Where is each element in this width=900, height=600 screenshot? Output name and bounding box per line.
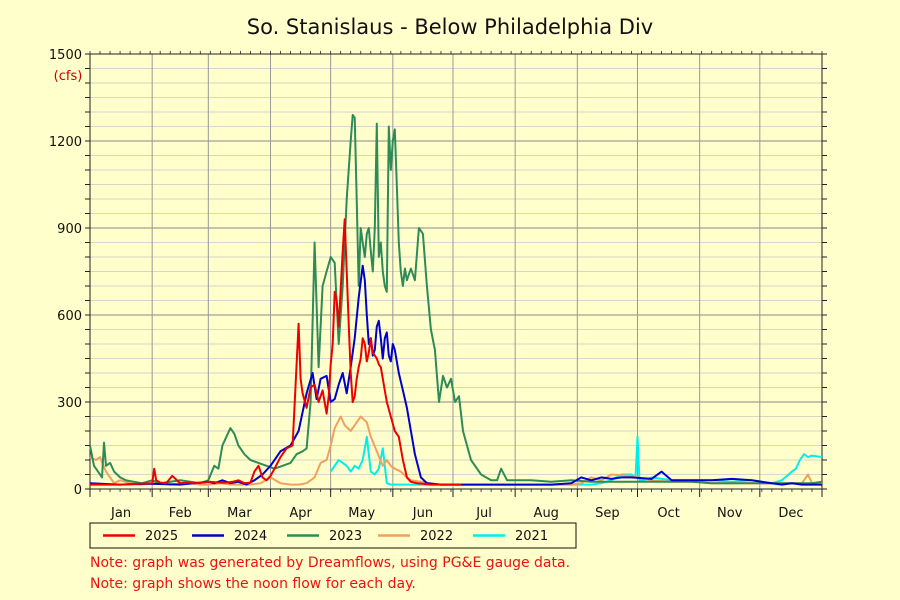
legend-label-2023: 2023 (329, 529, 362, 544)
note-noon-flow: Note: graph shows the noon flow for each… (90, 576, 416, 592)
series-line-2025 (90, 218, 461, 486)
y-tick-label: 0 (74, 483, 82, 498)
legend-label-2022: 2022 (420, 529, 453, 544)
legend-label-2021: 2021 (515, 529, 548, 544)
legend-label-2024: 2024 (234, 529, 267, 544)
series-line-2021 (329, 435, 823, 486)
y-tick-label: 600 (57, 309, 82, 324)
y-tick-label: 1200 (49, 135, 82, 150)
axes: 0 300 600 900 1200 1500 Jan Feb Mar Apr May Jun Jul A… (49, 48, 827, 521)
series-line-2023 (89, 113, 823, 485)
y-tick-label: 300 (57, 396, 82, 411)
series-line-2024 (89, 264, 822, 486)
x-tick-label: Dec (778, 506, 803, 521)
x-tick-label: Feb (169, 506, 192, 521)
x-tick-label: Oct (657, 506, 679, 521)
y-tick-label: 900 (57, 222, 82, 237)
x-tick-label: Jul (475, 506, 492, 521)
x-tick-label: Nov (717, 506, 743, 521)
legend-label-2025: 2025 (145, 529, 178, 544)
x-tick-label: Sep (595, 506, 620, 521)
x-tick-label: May (348, 506, 375, 521)
series-group (89, 113, 823, 486)
legend: 2025 2024 2023 2022 2021 (103, 529, 548, 544)
y-tick-label: 1500 (49, 48, 82, 63)
y-axis-unit: (cfs) (54, 69, 83, 84)
x-tick-label: Apr (289, 506, 312, 521)
x-tick-label: Jan (110, 506, 131, 521)
x-tick-label: Aug (534, 506, 559, 521)
chart-title: So. Stanislaus - Below Philadelphia Div (247, 15, 653, 39)
note-source: Note: graph was generated by Dreamflows,… (90, 555, 570, 571)
grid (90, 53, 822, 490)
x-tick-label: Mar (227, 506, 252, 521)
x-tick-label: Jun (412, 506, 433, 521)
